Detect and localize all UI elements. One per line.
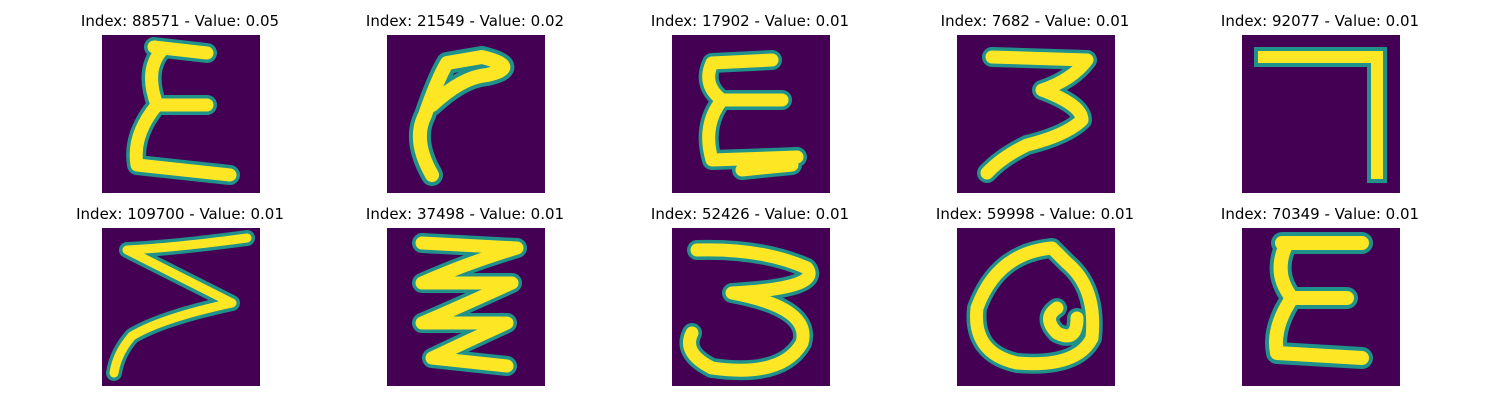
panel-title: Index: 7682 - Value: 0.01: [940, 12, 1130, 30]
glyph-r: [408, 46, 515, 186]
panel-title: Index: 21549 - Value: 0.02: [365, 12, 565, 30]
panel-title: Index: 17902 - Value: 0.01: [650, 12, 850, 30]
panel-title: Index: 92077 - Value: 0.01: [1220, 12, 1420, 30]
panel-8: Index: 52426 - Value: 0.01: [620, 193, 880, 386]
glyph-image: [1242, 35, 1400, 193]
panel-5: Index: 92077 - Value: 0.01: [1190, 0, 1450, 193]
panel-10: Index: 70349 - Value: 0.01: [1190, 193, 1450, 386]
glyph-image: [102, 228, 260, 386]
glyph-3-1: [977, 47, 1097, 183]
glyph-q: [966, 238, 1103, 374]
glyph-image: [672, 35, 830, 193]
panel-3: Index: 17902 - Value: 0.01: [620, 0, 880, 193]
glyph-image: [102, 35, 260, 193]
glyph-image: [387, 35, 545, 193]
glyph-e-4: [1265, 232, 1373, 369]
panel-title: Index: 88571 - Value: 0.05: [80, 12, 280, 30]
glyph-e-2: [698, 50, 807, 180]
glyph-7: [1254, 47, 1387, 183]
panel-7: Index: 37498 - Value: 0.01: [335, 193, 595, 386]
glyph-image: [957, 35, 1115, 193]
panel-1: Index: 88571 - Value: 0.05: [50, 0, 310, 193]
glyph-3-2: [679, 239, 819, 381]
glyph-image: [957, 228, 1115, 386]
glyph-image: [1242, 228, 1400, 386]
panel-9: Index: 59998 - Value: 0.01: [905, 193, 1165, 386]
panel-title: Index: 109700 - Value: 0.01: [76, 205, 284, 223]
panel-4: Index: 7682 - Value: 0.01: [905, 0, 1165, 193]
panel-title: Index: 37498 - Value: 0.01: [365, 205, 565, 223]
glyph-e-1: [126, 37, 240, 185]
panel-title: Index: 59998 - Value: 0.01: [935, 205, 1135, 223]
panel-title: Index: 70349 - Value: 0.01: [1220, 205, 1420, 223]
panel-6: Index: 109700 - Value: 0.01: [50, 193, 310, 386]
glyph-z: [106, 230, 255, 381]
glyph-image: [387, 228, 545, 386]
glyph-image: [672, 228, 830, 386]
panel-2: Index: 21549 - Value: 0.02: [335, 0, 595, 193]
glyph-e-3: [412, 233, 527, 376]
panel-title: Index: 52426 - Value: 0.01: [650, 205, 850, 223]
